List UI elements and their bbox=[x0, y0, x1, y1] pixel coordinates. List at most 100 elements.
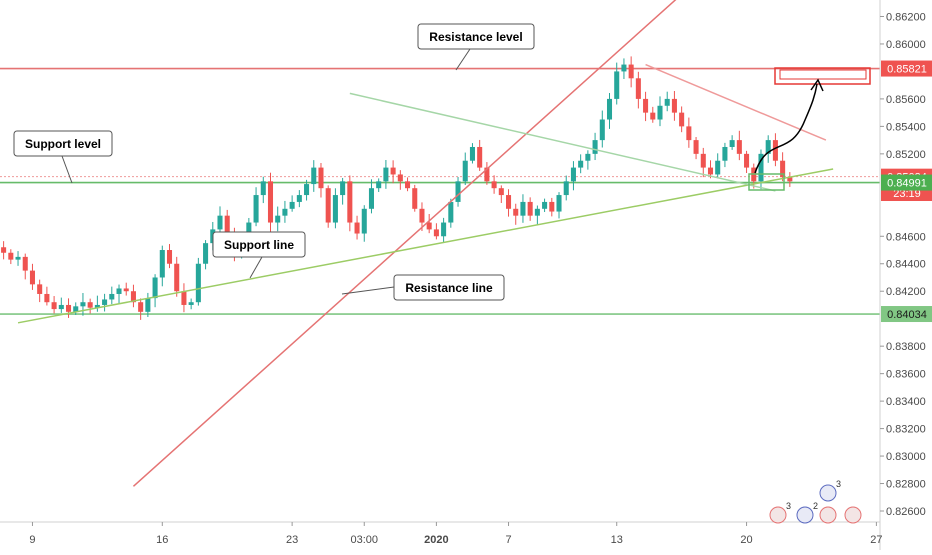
projection-arrow-head bbox=[810, 78, 824, 92]
candle-body bbox=[282, 208, 288, 216]
candle-body bbox=[166, 250, 173, 264]
x-tick-label: 16 bbox=[156, 534, 168, 546]
candle-body bbox=[700, 153, 706, 168]
candle-body bbox=[599, 119, 605, 141]
candle-body bbox=[224, 215, 230, 234]
candle-body bbox=[621, 64, 627, 72]
callout-box bbox=[13, 130, 113, 157]
uk-flag-icon[interactable] bbox=[844, 506, 862, 524]
candle-body bbox=[780, 160, 786, 178]
y-tick-label: 0.84600 bbox=[886, 231, 926, 243]
candle-body bbox=[123, 288, 129, 292]
candle-body bbox=[332, 195, 338, 223]
candle-body bbox=[477, 146, 483, 168]
candle-body bbox=[563, 181, 569, 196]
candle-body bbox=[455, 181, 461, 202]
candle-body bbox=[289, 201, 295, 209]
candle-body bbox=[491, 181, 497, 189]
candle-body bbox=[570, 167, 576, 182]
candle-body bbox=[260, 181, 266, 196]
candle-body bbox=[628, 64, 634, 79]
candle-body bbox=[37, 284, 43, 294]
callout-text-support-level: Support level bbox=[25, 137, 101, 151]
candle-body bbox=[87, 302, 93, 308]
x-tick-label: 7 bbox=[505, 534, 511, 546]
candle-body bbox=[22, 256, 28, 271]
candle-body bbox=[433, 229, 439, 237]
candle-body bbox=[542, 201, 548, 209]
candle-body bbox=[361, 208, 367, 234]
callout-pointer bbox=[341, 286, 395, 295]
callout-resistance-level: Resistance level bbox=[417, 23, 535, 71]
candle-body bbox=[159, 250, 165, 278]
y-tick-label: 0.83200 bbox=[886, 424, 926, 436]
eu-flag-icon[interactable] bbox=[796, 506, 814, 524]
candle-body bbox=[376, 181, 382, 189]
candle-body bbox=[715, 160, 721, 175]
entry-zone-box bbox=[748, 173, 785, 191]
trend-lines bbox=[17, 0, 834, 487]
candle-body bbox=[643, 98, 649, 113]
callout-pointer bbox=[455, 48, 471, 71]
callout-box bbox=[212, 231, 306, 258]
x-tick-label: 2020 bbox=[424, 534, 448, 546]
x-tick-label: 20 bbox=[740, 534, 752, 546]
x-tick-label: 27 bbox=[870, 534, 882, 546]
candle-body bbox=[758, 153, 764, 182]
candle-body bbox=[304, 184, 310, 196]
y-tick-label: 0.83000 bbox=[886, 451, 926, 463]
candle-body bbox=[354, 222, 360, 234]
price-tag-label: 0.84034 bbox=[887, 309, 927, 321]
candle-body bbox=[693, 140, 699, 154]
candle-body bbox=[347, 181, 353, 223]
uk-flag-icon[interactable] bbox=[769, 506, 787, 524]
candle-body bbox=[102, 299, 108, 305]
candle-body bbox=[506, 195, 512, 209]
price-tag-label: 0.85821 bbox=[887, 64, 927, 76]
candle-body bbox=[383, 167, 389, 182]
event-flags[interactable]: 3 2 3 bbox=[769, 479, 862, 524]
y-tick-label: 0.85600 bbox=[886, 94, 926, 106]
candle-body bbox=[253, 195, 259, 223]
time-axis[interactable]: 9 16 23 03:00 2020 7 13 20 27 bbox=[29, 522, 883, 546]
candle-body bbox=[462, 160, 468, 182]
horizontal-levels bbox=[0, 67, 880, 315]
y-tick-label: 0.83400 bbox=[886, 396, 926, 408]
candle-body bbox=[195, 263, 201, 303]
candle-body bbox=[419, 208, 425, 223]
candle-body bbox=[203, 243, 209, 264]
y-tick-label: 0.82800 bbox=[886, 479, 926, 491]
candle-body bbox=[549, 201, 555, 212]
candle-body bbox=[736, 140, 742, 154]
candle-body bbox=[340, 181, 346, 196]
candle-body bbox=[8, 252, 14, 260]
x-tick-label: 13 bbox=[611, 534, 623, 546]
support-line bbox=[17, 168, 834, 324]
y-tick-label: 0.82600 bbox=[886, 506, 926, 518]
price-tag-box bbox=[881, 60, 932, 77]
candle-body bbox=[744, 153, 750, 168]
uk-flag-icon[interactable] bbox=[819, 506, 837, 524]
candle-body bbox=[722, 146, 728, 161]
candle-body bbox=[657, 105, 663, 120]
candle-body bbox=[772, 140, 778, 161]
candle-body bbox=[29, 270, 35, 285]
callout-text-resistance-line: Resistance line bbox=[405, 281, 493, 295]
candle-body bbox=[534, 208, 540, 216]
candle-body bbox=[152, 277, 158, 299]
candle-body bbox=[585, 153, 591, 161]
callout-resistance-line: Resistance line bbox=[341, 274, 505, 301]
candle-body bbox=[405, 181, 411, 189]
candle-body bbox=[765, 140, 771, 154]
candle-body bbox=[513, 208, 519, 216]
price-tag-label: 0.84991 bbox=[887, 178, 927, 190]
candle-body bbox=[217, 215, 223, 230]
candle-body bbox=[390, 167, 396, 175]
eu-flag-icon[interactable] bbox=[819, 484, 837, 502]
callout-pointer bbox=[249, 256, 263, 279]
price-axis[interactable]: 0.86200 0.86000 0.85600 0.85400 0.85200 0.846… bbox=[880, 11, 926, 518]
candle-body bbox=[679, 112, 685, 127]
candle-body bbox=[311, 167, 317, 185]
candle-body bbox=[58, 304, 64, 310]
